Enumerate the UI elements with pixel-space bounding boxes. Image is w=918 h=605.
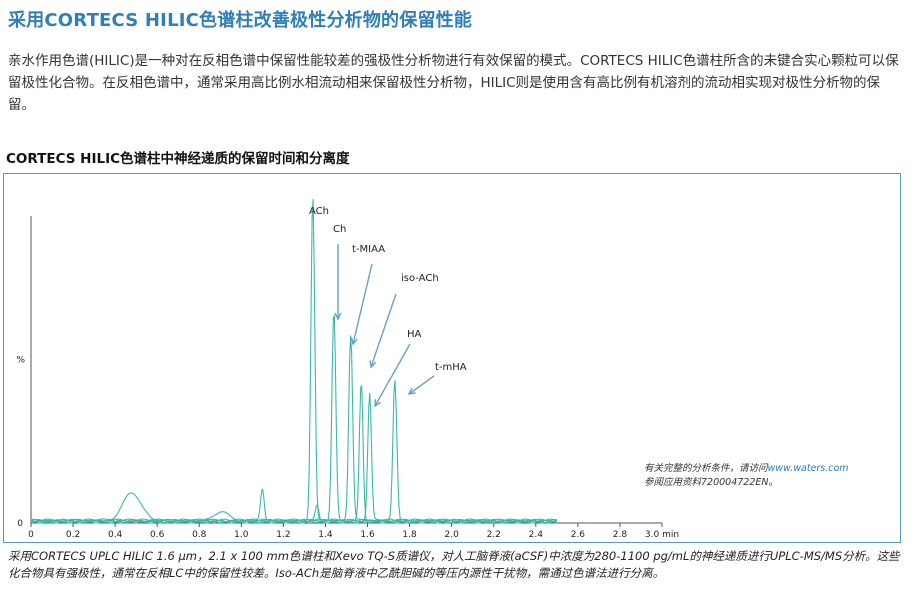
section-heading: CORTECS HILIC色谱柱中神经递质的保留时间和分离度	[6, 151, 350, 167]
arrowhead-ha	[374, 399, 381, 408]
waters-link[interactable]: www.waters.com	[767, 463, 849, 474]
y-tick-0: 0	[17, 519, 23, 529]
chromatogram-chart: 0% 0 0.2 0.4 0.6 0.8 1.0 1.2 1.4 1.6 1.8 2.0 2.2 2.4 2…	[16, 198, 679, 540]
trace-ha	[30, 392, 558, 524]
x-tick-label: 0	[28, 530, 34, 540]
x-tick-label: 3.0 min	[645, 530, 679, 540]
trace-t-miaa	[30, 335, 557, 524]
chromatogram-panel: 0% 0 0.2 0.4 0.6 0.8 1.0 1.2 1.4 1.6 1.8 2.0 2.2 2.4 2…	[3, 173, 901, 543]
trace-iso-ach	[30, 385, 557, 524]
y-axis-label: %	[16, 356, 25, 366]
peak-label-t-mha: t-mHA	[435, 362, 467, 373]
x-tick-label: 0.6	[150, 530, 165, 540]
x-tick-label: 1.2	[276, 530, 290, 540]
x-tick-label: 2.6	[571, 530, 586, 540]
arrowhead-ch	[334, 312, 342, 321]
arrowhead-iso-ach	[369, 360, 377, 369]
x-tick-label: 2.2	[487, 530, 501, 540]
arrow-ha	[374, 343, 411, 407]
trace-ch	[30, 314, 557, 524]
figure-caption: 采用CORTECS UPLC HILIC 1.6 μm，2.1 x 100 mm…	[8, 549, 900, 580]
trace-t-mha	[30, 380, 557, 524]
peak-label-t-miaa: t-MIAA	[352, 244, 385, 255]
x-tick-label: 0.2	[66, 530, 80, 540]
arrow-t-miaa	[352, 263, 373, 345]
arrowhead-t-miaa	[350, 337, 358, 346]
peak-label-ch: Ch	[333, 224, 346, 235]
x-tick-label: 1.6	[360, 530, 375, 540]
intro-paragraph: 亲水作用色谱(HILIC)是一种对在反相色谱中保留性能较差的强极性分析物进行有效…	[8, 53, 899, 113]
arrow-iso-ach	[370, 293, 397, 368]
note-prefix: 有关完整的分析条件，请访问	[644, 463, 768, 474]
note-reference: 参阅应用资料720004722EN。	[644, 477, 779, 488]
x-tick-label: 2.4	[529, 530, 544, 540]
peak-label-ha: HA	[407, 329, 422, 340]
conditions-note: 有关完整的分析条件，请访问www.waters.com 参阅应用资料720004…	[644, 462, 849, 490]
page-title: 采用CORTECS HILIC色谱柱改善极性分析物的保留性能	[8, 10, 473, 31]
trace-ach	[30, 198, 557, 524]
peak-label-ach: ACh	[309, 206, 329, 217]
x-tick-label: 1.4	[318, 530, 333, 540]
x-tick-label: 0.4	[108, 530, 123, 540]
x-tick-label: 2.0	[445, 530, 460, 540]
x-tick-label: 1.0	[234, 530, 249, 540]
x-tick-label: 2.8	[613, 530, 628, 540]
peak-label-iso-ach: iso-ACh	[401, 273, 439, 284]
x-tick-label: 1.8	[402, 530, 417, 540]
x-tick-label: 0.8	[192, 530, 207, 540]
arrow-t-mha	[408, 375, 435, 395]
arrowhead-t-mha	[407, 387, 416, 395]
